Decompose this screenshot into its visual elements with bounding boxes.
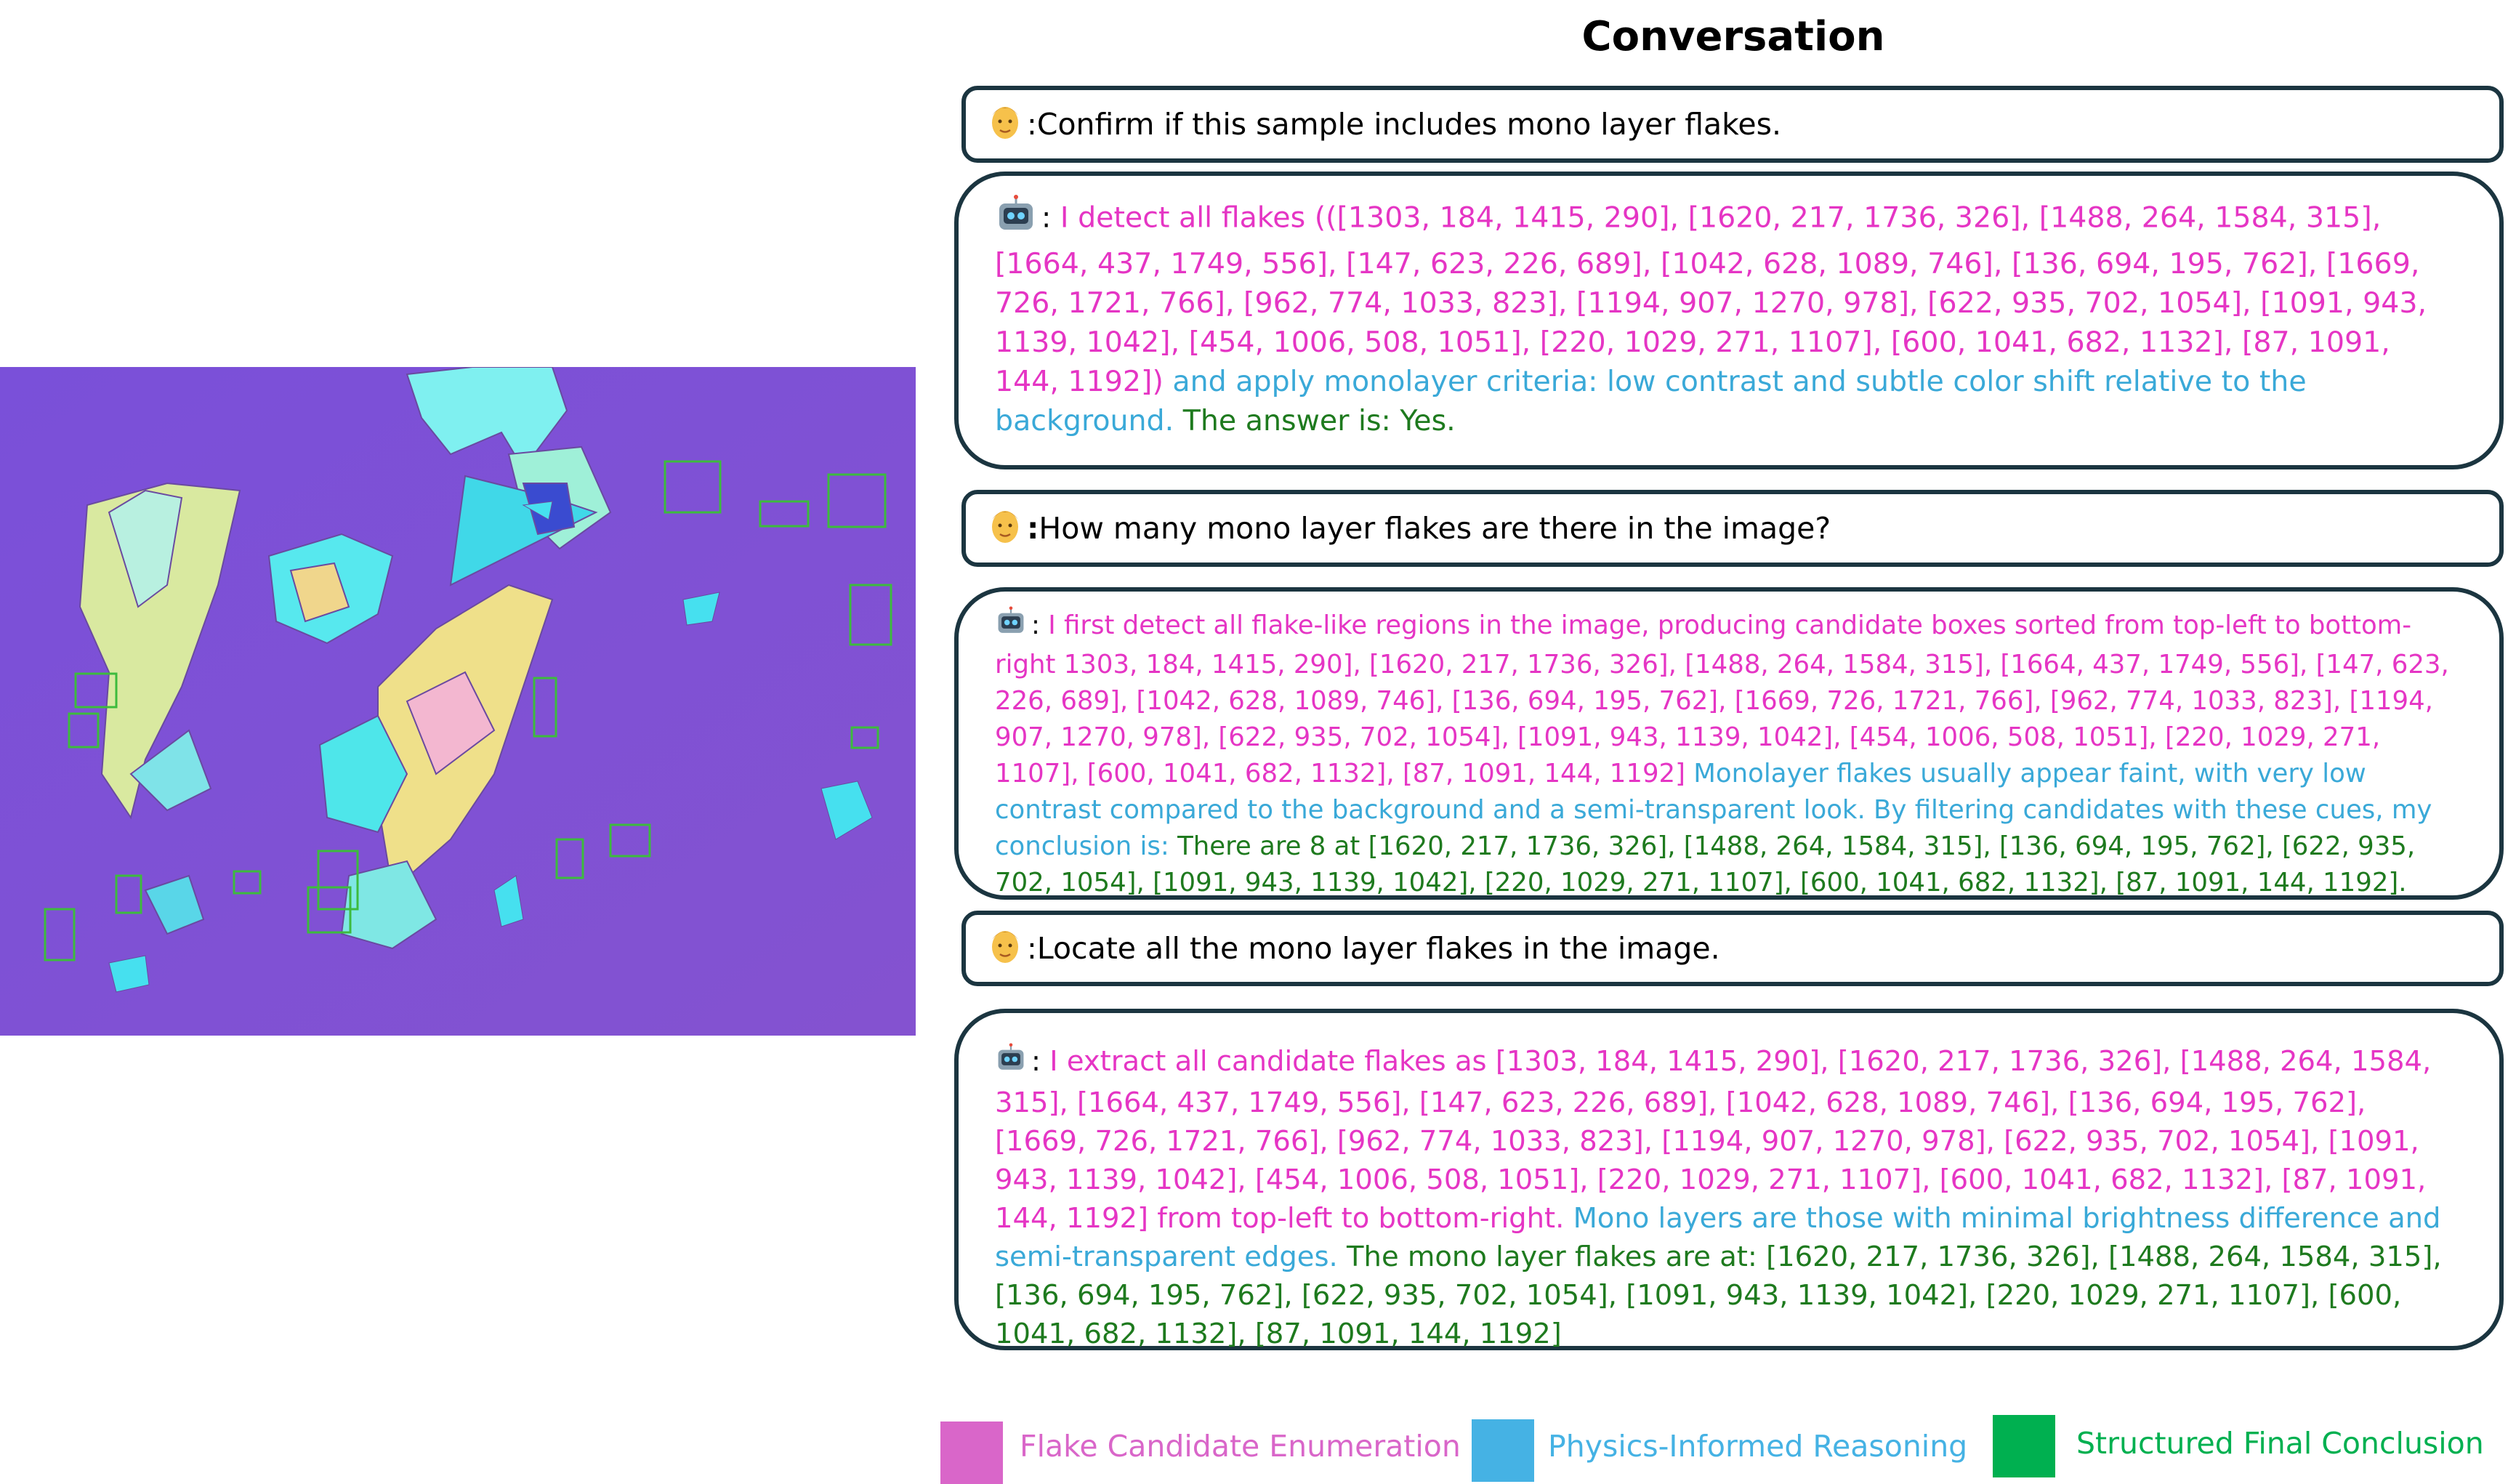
assistant-message-2: : I first detect all flake-like regions …: [954, 587, 2504, 900]
reasoning-text: and apply monolayer criteria: low contra…: [995, 365, 2307, 437]
reasoning-text: Monolayer flakes usually appear faint, w…: [995, 759, 2432, 861]
assistant-message-3: : I extract all candidate flakes as [130…: [954, 1009, 2504, 1350]
user-face-icon: [988, 504, 1023, 553]
candidate-text: I detect all flakes (([1303, 184, 1415, …: [995, 201, 2427, 399]
page-title: Conversation: [1581, 13, 1885, 60]
conclusion-text: The answer is: Yes.: [1174, 404, 1456, 437]
candidate-text: I first detect all flake-like regions in…: [995, 610, 2449, 789]
legend-swatch-conclusion: [1993, 1415, 2055, 1477]
robot-icon: [995, 195, 1037, 244]
robot-icon: [995, 1043, 1027, 1084]
flake-cluster-left: [78, 482, 241, 820]
user-message-text: :Confirm if this sample includes mono la…: [1027, 107, 1782, 142]
user-message-2: : How many mono layer flakes are there i…: [961, 490, 2504, 567]
legend-swatch-reasoning: [1472, 1419, 1534, 1482]
conclusion-text: There are 8 at [1620, 217, 1736, 326], […: [995, 831, 2416, 898]
user-message-1: :Confirm if this sample includes mono la…: [961, 86, 2504, 163]
candidate-text: I extract all candidate flakes as [1303,…: [995, 1045, 2432, 1235]
microscope-image: [0, 367, 916, 1036]
legend-label-reasoning: Physics-Informed Reasoning: [1548, 1429, 1968, 1464]
bounding-boxes: [44, 460, 892, 961]
user-face-icon: [988, 924, 1023, 973]
user-message-text: Locate all the mono layer flakes in the …: [1036, 931, 1720, 966]
small-flakes: [108, 501, 873, 993]
flake-cluster-center: [144, 533, 554, 950]
user-message-text: How many mono layer flakes are there in …: [1039, 511, 1831, 546]
robot-icon: [995, 606, 1027, 647]
assistant-message-1: : I detect all flakes (([1303, 184, 1415…: [954, 172, 2504, 469]
legend-label-conclusion: Structured Final Conclusion: [2076, 1426, 2484, 1461]
reasoning-text: Mono layers are those with minimal brigh…: [995, 1201, 2441, 1273]
legend-swatch-candidate: [940, 1422, 1003, 1484]
user-message-3: : Locate all the mono layer flakes in th…: [961, 911, 2504, 986]
conclusion-text: The mono layer flakes are at: [1620, 217…: [995, 1240, 2442, 1350]
legend-label-candidate: Flake Candidate Enumeration: [1020, 1429, 1461, 1464]
user-face-icon: [988, 100, 1023, 149]
